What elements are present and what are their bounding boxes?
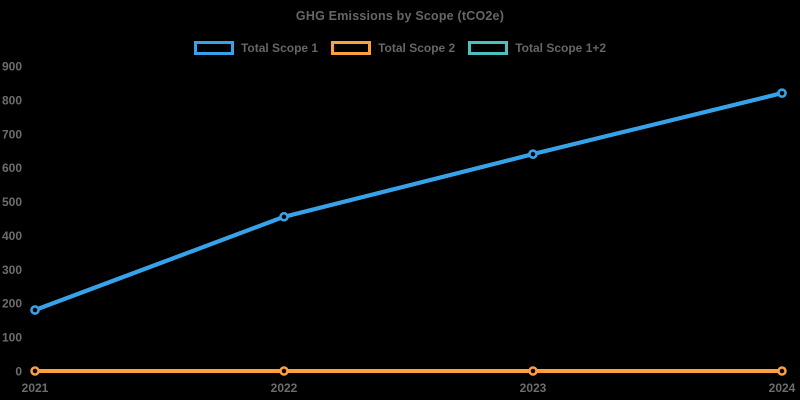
- y-axis-tick-200: 200: [2, 297, 22, 311]
- data-point-total-scope-2-2022[interactable]: [279, 366, 289, 376]
- y-axis-tick-0: 0: [15, 365, 22, 379]
- x-axis-tick-2023: 2023: [520, 381, 547, 395]
- legend-label: Total Scope 1+2: [515, 41, 607, 55]
- series-line-total-scope-1: [33, 91, 784, 312]
- legend-label: Total Scope 2: [378, 41, 456, 55]
- x-axis-tick-2021: 2021: [22, 381, 49, 395]
- y-axis-tick-700: 700: [2, 127, 22, 141]
- y-axis-tick-900: 900: [2, 60, 22, 74]
- chart-legend: Total Scope 1 Total Scope 2 Total Scope 1+…: [0, 41, 800, 55]
- data-point-total-scope-1-2022[interactable]: [279, 212, 289, 222]
- series-line-total-scope-1-2: [33, 91, 784, 312]
- y-axis-tick-400: 400: [2, 229, 22, 243]
- legend-swatch-total-scope-2: [331, 41, 372, 55]
- y-axis-tick-300: 300: [2, 263, 22, 277]
- y-axis-tick-100: 100: [2, 331, 22, 345]
- x-axis-tick-2022: 2022: [271, 381, 298, 395]
- y-axis-tick-800: 800: [2, 93, 22, 107]
- data-point-total-scope-2-2023[interactable]: [528, 366, 538, 376]
- legend-label: Total Scope 1: [240, 41, 319, 55]
- chart-title: GHG Emissions by Scope (tCO2e): [295, 9, 505, 23]
- data-point-total-scope-1-2023[interactable]: [528, 149, 538, 159]
- y-axis-tick-600: 600: [2, 161, 22, 175]
- data-point-total-scope-2-2021[interactable]: [30, 366, 40, 376]
- data-point-total-scope-1-2021[interactable]: [30, 305, 40, 315]
- data-point-total-scope-1-2024[interactable]: [777, 88, 787, 98]
- legend-swatch-total-scope-1-2: [468, 41, 509, 55]
- x-axis-tick-2024: 2024: [769, 381, 796, 395]
- legend-item-total-scope-1[interactable]: Total Scope 1: [193, 41, 319, 55]
- legend-item-total-scope-1-2[interactable]: Total Scope 1+2: [468, 41, 606, 55]
- legend-item-total-scope-2[interactable]: Total Scope 2: [331, 41, 455, 55]
- y-axis-tick-500: 500: [2, 195, 22, 209]
- legend-swatch-total-scope-1: [193, 41, 234, 55]
- data-point-total-scope-2-2024[interactable]: [777, 366, 787, 376]
